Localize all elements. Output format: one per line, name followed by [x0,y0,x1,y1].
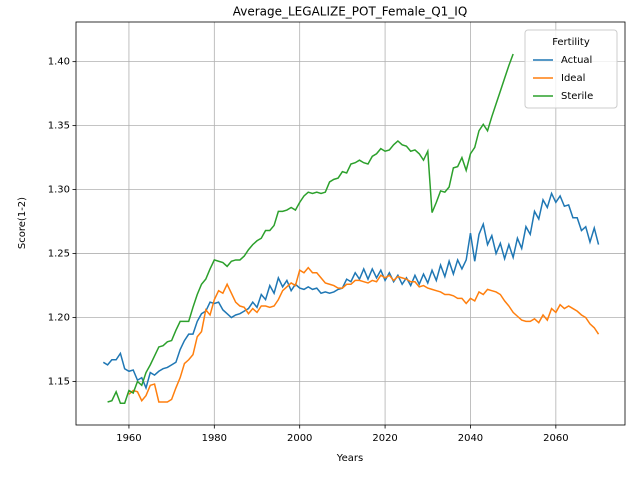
legend-label: Sterile [561,91,593,102]
line-series [102,191,600,391]
x-tick-label: 2040 [458,433,483,444]
x-tick-label: 1960 [116,433,141,444]
y-tick-label: 1.40 [48,57,70,68]
plot-frame [75,21,626,426]
line-series [107,53,514,404]
legend-title: Fertility [552,37,590,48]
legend-label: Actual [561,55,592,66]
y-axis-label: Score(1-2) [17,197,28,249]
legend-label: Ideal [561,73,585,84]
x-tick-label: 1980 [202,433,227,444]
y-tick-label: 1.15 [48,377,70,388]
y-tick-label: 1.20 [48,313,70,324]
y-tick-label: 1.25 [48,249,70,260]
x-tick-label: 2000 [287,433,312,444]
x-tick-label: 2060 [543,433,568,444]
y-tick-label: 1.35 [48,121,70,132]
x-tick-label: 2020 [372,433,397,444]
chart-title: Average_LEGALIZE_POT_Female_Q1_IQ [233,5,468,19]
line-series [128,266,600,403]
legend-box [524,29,618,109]
x-axis-label: Years [336,453,363,464]
y-tick-label: 1.30 [48,185,70,196]
